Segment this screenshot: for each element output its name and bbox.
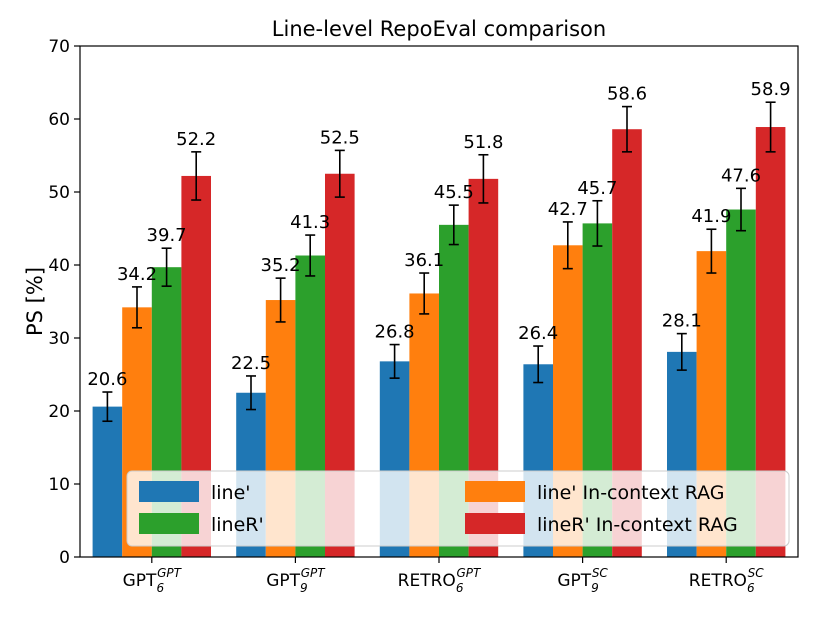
legend-label: lineR' [211,514,264,536]
y-tick-label: 0 [59,548,70,568]
x-tick-subscript: 9 [591,581,599,595]
data-label: 45.7 [577,178,617,199]
plot-frame [79,45,799,558]
y-axis-label: PS [%] [23,267,47,336]
bar [92,406,123,557]
data-label: 26.4 [518,323,558,344]
data-labels: 20.6 34.2 39.7 52.2 22.5 35.2 41.3 52.5 26.8 36.1… [87,79,790,390]
legend-label: line' In-context RAG [537,482,725,504]
x-tick-superscript: GPT [456,566,482,580]
y-tick-label: 40 [48,256,70,276]
y-tick-label: 20 [48,402,70,422]
legend-box [126,470,790,547]
data-label: 34.2 [117,264,157,285]
y-tick-label: 30 [48,329,70,349]
y-axis: 0 10 20 30 40 50 60 70 [48,37,80,568]
y-tick-label: 10 [48,475,70,495]
y-tick-label: 60 [48,110,70,130]
legend: line' line' In-context RAG lineR' lineR' In… [126,470,790,547]
x-tick-base: RETRO [398,571,456,591]
data-label: 41.9 [691,206,731,227]
data-label: 28.1 [662,311,702,332]
x-tick-label: RETRO6SC [689,566,764,595]
data-label: 52.5 [320,127,360,148]
data-label: 22.5 [231,353,271,374]
data-label: 58.6 [607,84,647,105]
data-label: 51.8 [463,132,503,153]
data-label: 52.2 [176,129,216,150]
x-tick-base: RETRO [689,571,747,591]
legend-swatch [139,513,199,534]
x-tick-base: GPT [557,571,591,591]
error-bars [102,101,776,423]
data-label: 42.7 [548,199,588,220]
legend-label: lineR' In-context RAG [537,514,738,536]
x-tick-subscript: 6 [156,581,164,595]
legend-swatch [465,481,525,502]
data-label: 47.6 [721,165,761,186]
legend-swatch [465,513,525,534]
y-tick-label: 50 [48,183,70,203]
data-label: 45.5 [434,182,474,203]
data-label: 58.9 [751,79,791,100]
x-tick-superscript: GPT [301,566,327,580]
data-label: 39.7 [147,225,187,246]
x-axis: GPT6GPT GPT9GPT RETRO6GPT GPT9SC RETRO6SC [123,557,764,595]
x-tick-label: GPT6GPT [123,566,183,595]
legend-label: line' [211,482,251,504]
x-tick-base: GPT [266,571,300,591]
x-tick-superscript: SC [592,566,609,580]
x-tick-subscript: 9 [300,581,308,595]
x-tick-superscript: GPT [157,566,183,580]
x-tick-subscript: 6 [456,581,464,595]
y-tick-label: 70 [48,37,70,57]
chart-title: Line-level RepoEval comparison [272,17,606,41]
x-tick-label: RETRO6GPT [398,566,482,595]
x-tick-label: GPT9GPT [266,566,326,595]
x-tick-subscript: 6 [747,581,755,595]
data-label: 41.3 [290,212,330,233]
data-label: 20.6 [87,369,127,390]
legend-swatch [139,481,199,502]
data-label: 36.1 [404,250,444,271]
x-tick-label: GPT9SC [557,566,608,595]
data-label: 35.2 [261,255,301,276]
x-tick-superscript: SC [748,566,765,580]
data-label: 26.8 [375,322,415,343]
x-tick-base: GPT [123,571,157,591]
